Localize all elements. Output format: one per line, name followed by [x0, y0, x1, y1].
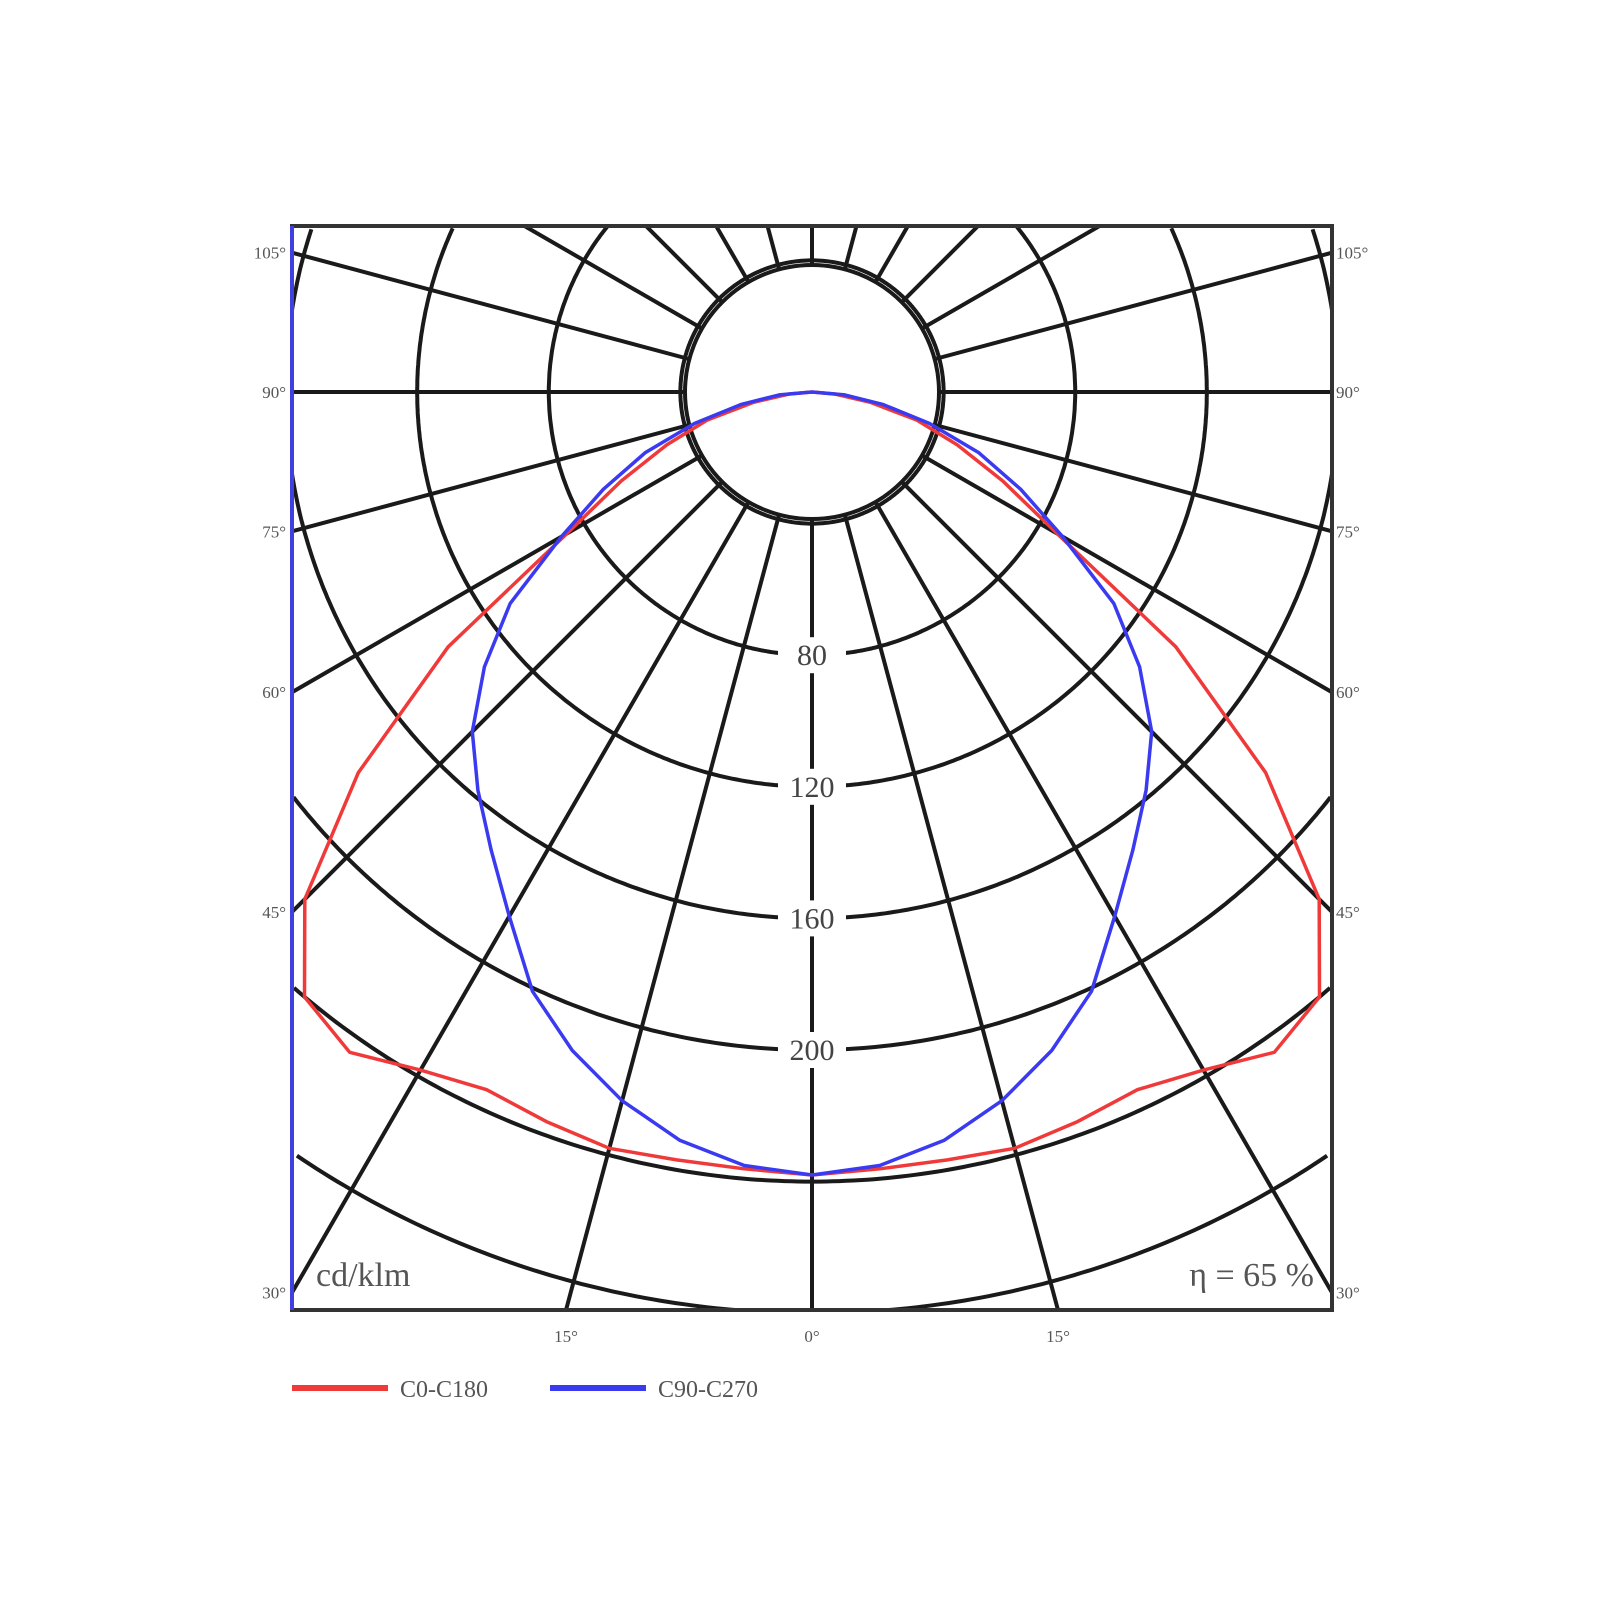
- ring-label-bg: [778, 900, 846, 937]
- grid-radial-135: [900, 226, 980, 304]
- grid-radial-315: [292, 480, 724, 914]
- angle-tick-left: 60°: [262, 683, 286, 702]
- efficiency-annotation: η = 65 %: [1189, 1257, 1314, 1294]
- angle-tick-right: 75°: [1336, 522, 1360, 541]
- polar-grid: [292, 226, 1332, 1310]
- unit-label: cd/klm: [316, 1257, 410, 1294]
- grid-radial-345: [564, 514, 782, 1310]
- ring-label-bg: [778, 637, 846, 674]
- grid-radial-255: [292, 250, 690, 362]
- grid-ring-280: [295, 1154, 1329, 1310]
- grid-radial-240: [523, 226, 704, 331]
- grid-radial-15: [842, 514, 1060, 1310]
- ring-label: 200: [790, 1034, 835, 1067]
- angle-tick-left: 90°: [262, 383, 286, 402]
- angle-tick-right: 90°: [1336, 383, 1360, 402]
- angle-tick-right: 60°: [1336, 683, 1360, 702]
- grid-radial-150: [873, 226, 910, 284]
- grid-radial-75: [934, 422, 1332, 534]
- grid-radial-210: [714, 226, 751, 284]
- grid-radial-120: [920, 226, 1101, 331]
- ring-label-bg: [778, 1032, 846, 1068]
- grid-radial-195: [765, 226, 782, 270]
- curves: [302, 390, 1322, 1177]
- legend-label: C90-C270: [658, 1377, 758, 1403]
- angle-tick-left: 45°: [262, 903, 286, 922]
- angle-tick-left: 75°: [262, 522, 286, 541]
- grid-radial-285: [292, 422, 690, 534]
- legend: C0-C180 C90-C270: [292, 1377, 758, 1403]
- angle-tick-bottom: 15°: [554, 1327, 578, 1346]
- angle-tick-bottom: 15°: [1046, 1327, 1070, 1346]
- angle-tick-left: 30°: [262, 1284, 286, 1303]
- angle-tick-bottom: 0°: [804, 1327, 819, 1346]
- ring-label-bg: [778, 768, 846, 805]
- angle-tick-right: 45°: [1336, 903, 1360, 922]
- grid-radial-60: [920, 453, 1332, 694]
- grid-radial-300: [292, 453, 704, 694]
- grid-radial-30: [873, 500, 1332, 1294]
- legend-label: C0-C180: [400, 1377, 488, 1403]
- grid-radial-330: [292, 500, 751, 1294]
- grid-ring-inner: [683, 263, 941, 521]
- angle-tick-left: 105°: [254, 244, 286, 263]
- grid-radial-165: [842, 226, 859, 270]
- ring-label: 120: [790, 771, 835, 804]
- grid-radial-45: [900, 480, 1332, 914]
- ring-label: 80: [797, 639, 827, 672]
- grid-radial-105: [934, 250, 1332, 362]
- angle-tick-right: 30°: [1336, 1284, 1360, 1303]
- grid-radial-225: [644, 226, 724, 304]
- ring-label: 160: [790, 902, 835, 935]
- angle-tick-right: 105°: [1336, 244, 1368, 263]
